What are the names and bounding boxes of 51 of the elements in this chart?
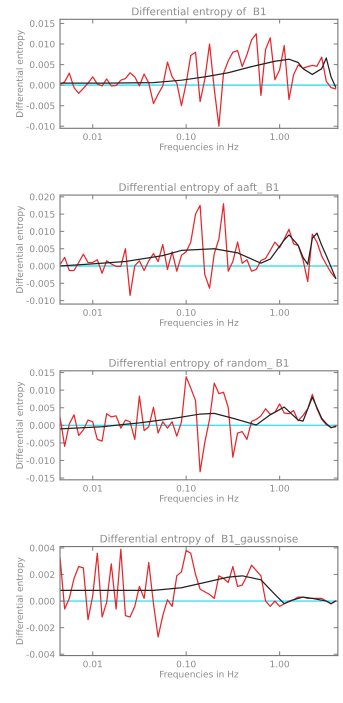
y-tick-label: -0.005	[26, 280, 54, 287]
y-tick-label: -0.004	[26, 650, 55, 658]
x-tick-label: 0.01	[83, 660, 102, 668]
line-series	[60, 376, 336, 472]
y-tick-label: 0.000	[30, 422, 55, 429]
y-tick-label: 0.000	[30, 82, 55, 89]
chart-title: Differential entropy of aaft_ B1	[120, 183, 278, 194]
y-tick-label: 0.020	[30, 194, 55, 200]
x-axis-title: Frequencies in Hz	[160, 143, 238, 152]
chart-title: Differential entropy of B1	[132, 7, 266, 18]
y-tick-label: -0.010	[26, 457, 55, 464]
y-axis-title: Differential entropy	[16, 206, 25, 293]
x-axis-title: Frequencies in Hz	[160, 319, 238, 328]
line-series	[60, 203, 336, 296]
x-tick-label: 0.10	[176, 133, 196, 140]
y-tick-label: 0.005	[30, 245, 54, 252]
x-tick-label: 1.00	[270, 484, 290, 492]
y-tick-label: -0.010	[26, 122, 55, 130]
y-tick-label: 0.015	[30, 210, 54, 218]
x-tick-label: 0.10	[176, 660, 196, 668]
y-tick-label: 0.000	[30, 262, 55, 270]
y-tick-label: 0.000	[30, 598, 55, 605]
x-tick-label: 1.00	[270, 660, 290, 668]
y-tick-label: 0.005	[30, 404, 54, 412]
y-tick-label: 0.010	[30, 386, 55, 394]
x-axis-title: Frequencies in Hz	[160, 494, 238, 504]
chart-title: Differential entropy of random_ B1	[109, 358, 288, 370]
y-axis-title: Differential entropy	[16, 382, 25, 468]
y-axis-title: Differential entropy	[16, 30, 25, 117]
y-tick-label: 0.015	[30, 20, 54, 28]
x-axis-title: Frequencies in Hz	[160, 670, 238, 680]
y-tick-label: 0.010	[30, 40, 55, 48]
y-tick-label: 0.010	[30, 228, 55, 235]
y-tick-label: -0.002	[26, 624, 54, 632]
x-tick-label: 0.10	[176, 309, 196, 316]
y-tick-label: -0.010	[26, 297, 55, 304]
x-tick-label: 0.01	[83, 133, 102, 140]
y-tick-label: -0.005	[26, 102, 54, 110]
x-tick-label: 1.00	[270, 309, 290, 316]
y-tick-label: 0.004	[30, 544, 55, 552]
y-axis-title: Differential entropy	[16, 557, 25, 644]
y-tick-label: -0.015	[26, 474, 54, 482]
y-tick-label: 0.002	[30, 571, 54, 578]
y-tick-label: -0.005	[26, 440, 54, 446]
y-tick-label: 0.015	[30, 369, 54, 376]
x-tick-label: 1.00	[270, 133, 290, 140]
chart-title: Differential entropy of B1_gaussnoise	[100, 534, 298, 545]
x-tick-label: 0.10	[176, 484, 196, 492]
x-tick-label: 0.01	[83, 484, 102, 492]
y-tick-label: 0.005	[30, 61, 54, 68]
x-tick-label: 0.01	[83, 309, 102, 316]
